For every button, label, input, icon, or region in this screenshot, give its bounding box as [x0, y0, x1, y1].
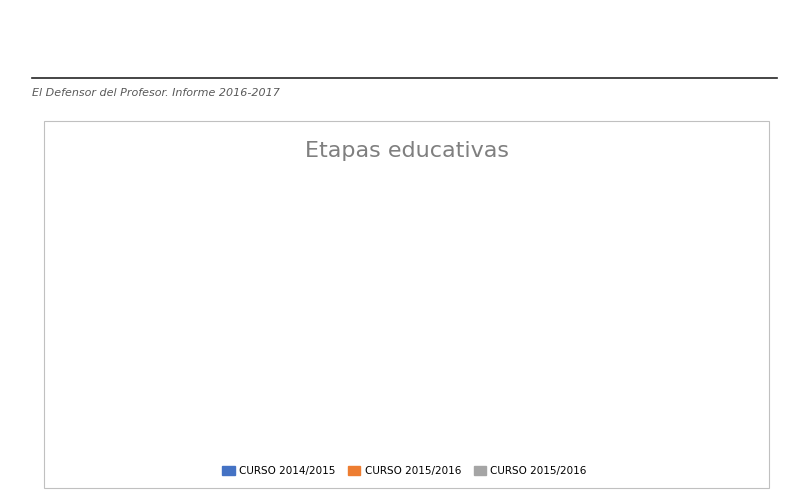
Bar — [290, 221, 310, 402]
Bar — [515, 392, 534, 402]
Bar — [173, 362, 193, 402]
Bar — [447, 387, 465, 402]
Bar — [719, 387, 739, 402]
Bar — [135, 352, 155, 402]
Bar — [340, 372, 359, 402]
Bar — [427, 382, 447, 402]
Bar — [359, 387, 378, 402]
Bar — [155, 367, 173, 402]
Bar — [242, 186, 260, 402]
Bar — [651, 387, 670, 402]
Bar — [681, 372, 701, 402]
Bar — [310, 186, 328, 402]
Text: Etapas educativas: Etapas educativas — [304, 141, 509, 161]
Legend: CURSO 2014/2015, CURSO 2015/2016, CURSO 2015/2016: CURSO 2014/2015, CURSO 2015/2016, CURSO … — [218, 462, 591, 480]
Bar — [204, 201, 222, 402]
Bar — [378, 392, 397, 402]
Bar — [222, 201, 242, 402]
Bar — [272, 206, 290, 402]
Text: El Defensor del Profesor. Informe 2016-2017: El Defensor del Profesor. Informe 2016-2… — [32, 88, 280, 98]
Bar — [583, 392, 602, 402]
Bar — [701, 327, 719, 402]
Bar — [409, 377, 427, 402]
